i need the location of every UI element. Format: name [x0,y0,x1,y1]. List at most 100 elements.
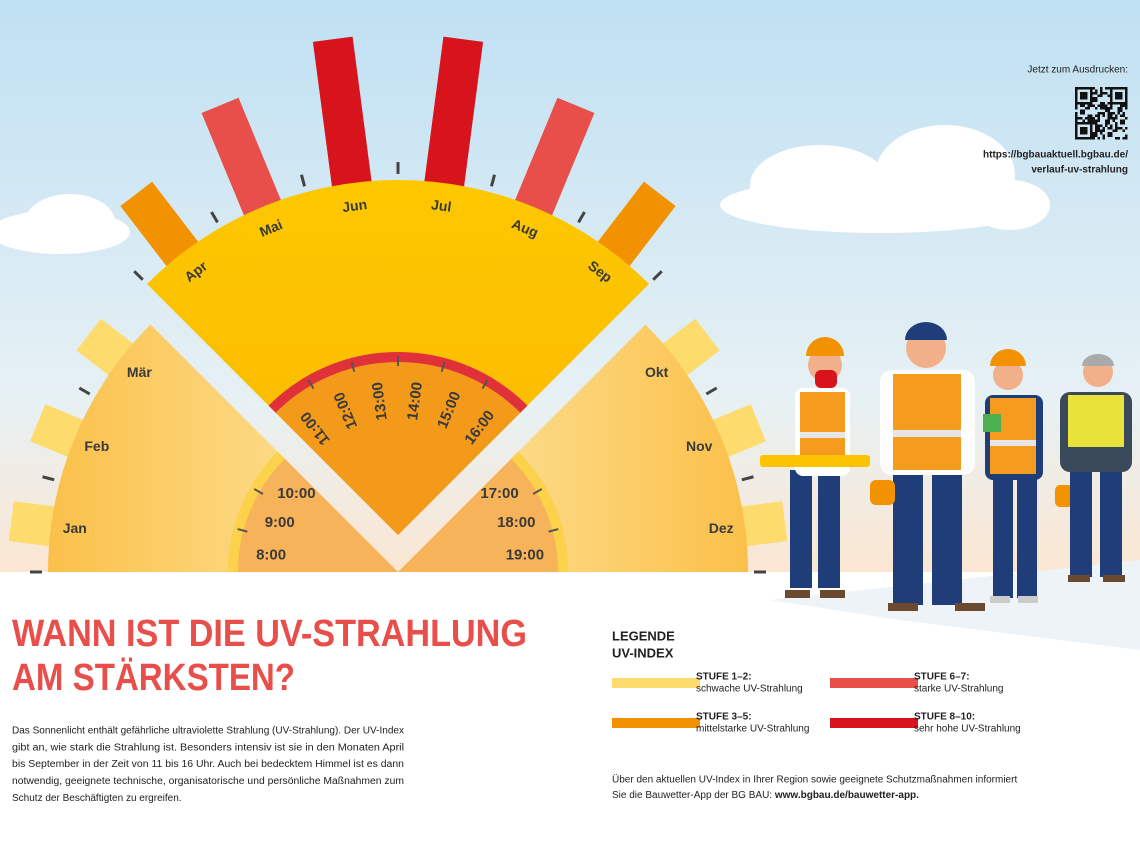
qr-cell [1090,134,1093,137]
month-label: Mär [127,364,152,380]
qr-cell [1095,99,1098,102]
qr-cell [1100,129,1103,132]
qr-cell [1097,137,1100,140]
qr-cell [1092,104,1095,107]
footer-link: www.bgbau.de/bauwetter-app. [774,790,919,801]
qr-cell [1097,104,1100,107]
qr-cell [1100,94,1103,97]
qr-cell [1075,99,1078,102]
tick [300,174,307,187]
qr-cell [1090,124,1093,127]
qr-cell [1075,97,1078,100]
qr-cell [1105,109,1108,112]
qr-cell [1115,122,1118,125]
qr-cell [1082,97,1085,100]
qr-cell [1100,89,1103,92]
qr-cell [1110,92,1113,95]
qr-cell [1080,94,1083,97]
qr-cell [1115,137,1118,140]
qr-cell [1080,132,1083,135]
legend-text: schwache UV-Strahlung [696,684,803,695]
qr-cell [1082,127,1085,130]
tick [489,174,496,187]
qr-cell [1112,119,1115,122]
qr-cell [1112,102,1115,105]
qr-cell [1080,122,1083,125]
hour-tick [548,528,559,533]
qr-cell [1117,102,1120,105]
qr-caption: Jetzt zum Ausdrucken: [1027,65,1128,76]
qr-cell [1115,97,1118,100]
qr-cell [1090,127,1093,130]
qr-cell [1077,102,1080,105]
qr-cell [1090,92,1093,95]
qr-cell [1112,112,1115,115]
hour-label: 13:00 [369,381,391,421]
hour-tick [350,361,356,373]
qr-cell [1087,87,1090,90]
qr-cell [1075,132,1078,135]
qr-cell [1102,112,1105,115]
qr-cell [1125,117,1128,120]
qr-cell [1125,87,1128,90]
legend-level: STUFE 3–5: [696,712,752,723]
qr-cell [1077,87,1080,90]
legend-swatch [830,718,918,728]
body-line: bis September in der Zeit von 11 bis 16 … [12,759,404,770]
qr-cell [1115,117,1118,120]
qr-cell [1085,137,1088,140]
month-bar [423,36,484,196]
qr-cell [1105,122,1108,125]
body-line: Schutz der Beschäftigten zu ergreifen. [12,793,182,804]
qr-cell [1090,97,1093,100]
qr-cell [1115,124,1118,127]
qr-cell [1095,134,1098,137]
qr-cell [1122,129,1125,132]
qr-cell [1092,99,1095,102]
qr-cell [1107,114,1110,117]
qr-cell [1097,127,1100,130]
qr-cell [1097,114,1100,117]
hour-label: 9:00 [265,514,295,531]
legend-level: STUFE 6–7: [914,672,970,683]
qr-cell [1082,122,1085,125]
tick [741,475,754,482]
qr-cell [1092,132,1095,135]
tick [210,211,219,224]
body-line: Das Sonnenlicht enthält gefährliche ultr… [12,726,404,737]
qr-cell [1090,137,1093,140]
qr-cell [1082,104,1085,107]
qr-cell [1107,87,1110,90]
qr-cell [1097,129,1100,132]
legend-swatch [612,718,700,728]
qr-cell [1077,117,1080,120]
qr-cell [1087,117,1090,120]
qr-cell [1075,102,1078,105]
qr-cell [1125,104,1128,107]
qr-cell [1112,129,1115,132]
qr-cell [1120,97,1123,100]
qr-cell [1075,87,1078,90]
qr-cell [1085,107,1088,110]
qr-cell [1110,124,1113,127]
qr-cell [1080,137,1083,140]
qr-cell [1075,89,1078,92]
hour-tick [481,379,489,390]
title: WANN IST DIE UV-STRAHLUNG [12,613,527,655]
legend-title: LEGENDE [612,628,675,643]
qr-cell [1090,87,1093,90]
qr-cell [1105,92,1108,95]
qr-cell [1080,112,1083,115]
qr-cell [1097,112,1100,115]
qr-cell [1117,137,1120,140]
qr-cell [1102,92,1105,95]
qr-cell [1122,122,1125,125]
qr-url: https://bgbauaktuell.bgbau.de/ [983,150,1128,161]
qr-cell [1122,137,1125,140]
tick [78,386,91,396]
qr-cell [1085,102,1088,105]
qr-cell [1097,119,1100,122]
qr-cell [1092,87,1095,90]
